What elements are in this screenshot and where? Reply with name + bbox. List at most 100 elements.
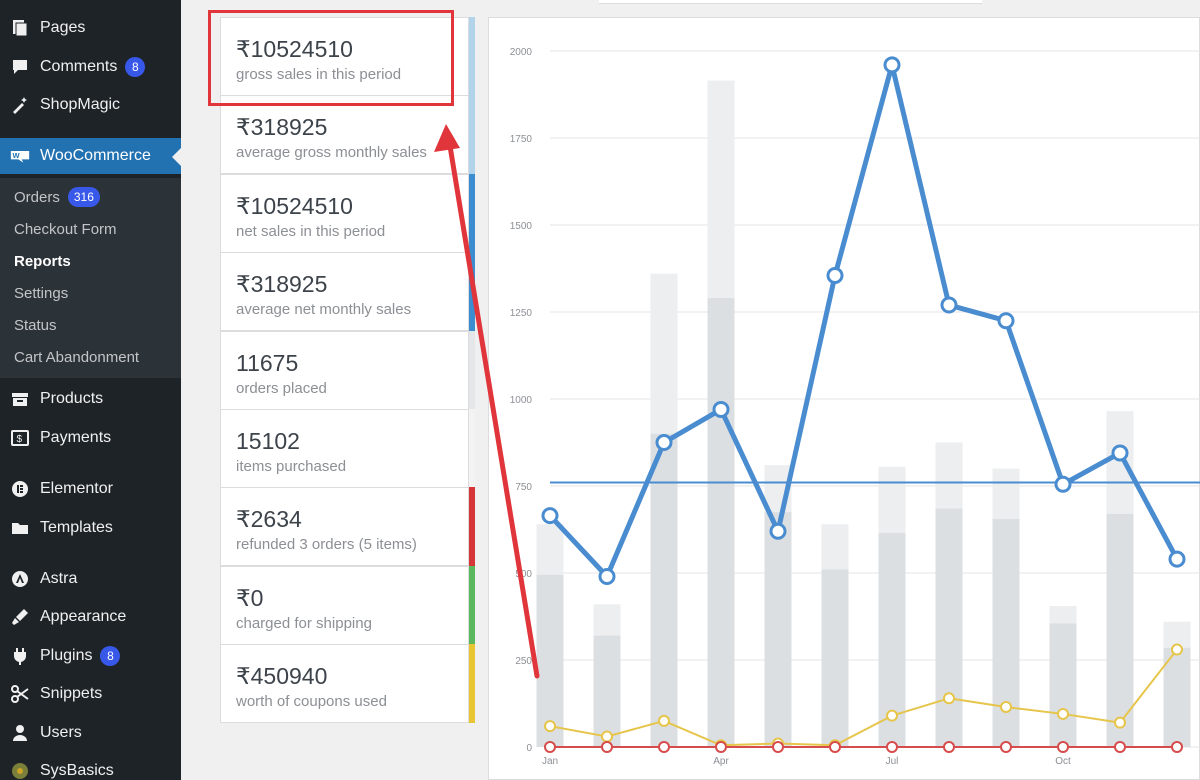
legend-stat[interactable]: ₹10524510 gross sales in this period xyxy=(220,17,475,96)
bar-orders-placed xyxy=(935,508,963,747)
y-tick-label: 0 xyxy=(526,743,532,754)
data-point-net_sales xyxy=(541,507,559,525)
legend-stat[interactable]: ₹318925 average net monthly sales xyxy=(220,252,475,332)
sidebar-item-label: Elementor xyxy=(40,480,113,497)
stat-amount: ₹450940 xyxy=(236,663,328,690)
submenu-item-cart-abandonment[interactable]: Cart Abandonment xyxy=(14,346,139,368)
sidebar-item-label: SysBasics xyxy=(40,762,114,779)
series-line-coupons xyxy=(549,648,1178,747)
data-point-coupons xyxy=(1171,643,1183,656)
data-point-coupons xyxy=(886,709,898,722)
sidebar-item-users[interactable]: Users xyxy=(0,715,181,751)
sidebar-item-astra[interactable]: Astra xyxy=(0,561,181,597)
data-point-coupons xyxy=(544,720,556,733)
sidebar-item-templates[interactable]: Templates xyxy=(0,510,181,546)
stat-amount: 11675 xyxy=(236,349,299,376)
appearance-icon xyxy=(9,606,31,628)
sidebar-item-plugins[interactable]: Plugins 8 xyxy=(0,638,181,674)
stat-description: average gross monthly sales xyxy=(236,144,427,162)
chart-legend: ₹10524510 gross sales in this period ₹3189… xyxy=(220,17,475,725)
legend-stat[interactable]: ₹10524510 net sales in this period xyxy=(220,173,475,253)
legend-stat[interactable]: ₹2634 refunded 3 orders (5 items) xyxy=(220,487,475,567)
stat-amount: ₹10524510 xyxy=(236,192,353,219)
sidebar-item-label: Payments xyxy=(40,429,112,446)
submenu-item-checkout-form[interactable]: Checkout Form xyxy=(14,218,117,240)
comments-icon xyxy=(9,56,31,78)
stat-amount: ₹0 xyxy=(236,584,264,611)
data-point-coupons xyxy=(943,692,955,705)
x-tick-label: Oct xyxy=(1055,756,1071,767)
sidebar-item-payments[interactable]: $ Payments xyxy=(0,420,181,456)
stat-color-bar xyxy=(469,173,475,253)
sidebar-item-appearance[interactable]: Appearance xyxy=(0,599,181,635)
bar-orders-placed xyxy=(1163,647,1191,747)
data-point-refunds xyxy=(1171,741,1183,753)
bar-orders-placed xyxy=(707,298,735,747)
sidebar-item-label: Products xyxy=(40,390,104,407)
legend-stat[interactable]: ₹0 charged for shipping xyxy=(220,565,475,645)
sidebar-item-label: Plugins xyxy=(40,647,93,664)
sidebar-item-label: ShopMagic xyxy=(40,96,121,113)
sidebar-item-sysbasics[interactable]: SysBasics xyxy=(0,753,181,780)
count-badge: 316 xyxy=(67,187,100,207)
data-point-refunds xyxy=(772,741,784,753)
legend-stat[interactable]: 11675 orders placed xyxy=(220,330,475,410)
bar-orders-placed xyxy=(764,512,792,747)
svg-text:W: W xyxy=(13,151,21,160)
sidebar-item-pages[interactable]: Pages xyxy=(0,10,181,46)
stat-description: refunded 3 orders (5 items) xyxy=(236,536,417,554)
stat-color-bar xyxy=(469,330,475,410)
submenu-item-settings[interactable]: Settings xyxy=(14,282,68,304)
stat-description: items purchased xyxy=(236,458,347,475)
bar-orders-placed xyxy=(536,574,564,747)
sidebar-item-shopmagic[interactable]: ShopMagic xyxy=(0,87,181,123)
y-tick-label: 500 xyxy=(515,569,532,580)
submenu-item-orders[interactable]: Orders 316 xyxy=(14,186,100,208)
bar-orders-placed xyxy=(1106,513,1134,747)
data-point-net_sales xyxy=(769,522,787,540)
data-point-refunds xyxy=(1114,741,1126,753)
data-point-refunds xyxy=(544,741,556,753)
stat-description: worth of coupons used xyxy=(236,693,387,711)
stat-color-bar xyxy=(469,409,475,488)
sidebar-item-label: Appearance xyxy=(40,608,127,625)
legend-stat[interactable]: ₹450940 worth of coupons used xyxy=(220,644,475,724)
legend-stat[interactable]: 15102 items purchased xyxy=(220,409,475,488)
sidebar-item-elementor[interactable]: Elementor xyxy=(0,471,181,507)
sidebar-item-products[interactable]: Products xyxy=(0,381,181,417)
data-point-coupons xyxy=(1114,716,1126,729)
stat-amount: ₹318925 xyxy=(236,114,328,141)
y-tick-label: 2000 xyxy=(510,47,533,58)
stat-amount: 15102 xyxy=(236,428,300,454)
sidebar-item-snippets[interactable]: Snippets xyxy=(0,676,181,712)
x-tick-label: Apr xyxy=(713,756,729,767)
y-tick-label: 1000 xyxy=(510,395,533,406)
products-icon xyxy=(9,388,31,410)
y-tick-label: 1500 xyxy=(510,221,533,232)
data-point-refunds xyxy=(601,741,613,753)
data-point-net_sales xyxy=(1111,444,1129,462)
y-tick-label: 750 xyxy=(515,482,532,493)
y-tick-label: 1250 xyxy=(510,308,533,319)
stat-description: gross sales in this period xyxy=(236,66,402,83)
submenu-item-label: Status xyxy=(14,316,57,334)
submenu-item-reports[interactable]: Reports xyxy=(14,250,71,272)
data-point-coupons xyxy=(1000,700,1012,713)
sysbasics-icon xyxy=(9,760,31,780)
submenu-item-status[interactable]: Status xyxy=(14,314,57,336)
stat-description: orders placed xyxy=(236,379,327,397)
legend-stat[interactable]: ₹318925 average gross monthly sales xyxy=(220,95,475,175)
sales-chart: 0 250 500 750 1000 1250 1500 1750 2000 Jan Apr Jul O… xyxy=(488,17,1200,780)
y-tick-label: 1750 xyxy=(510,134,533,145)
active-indicator-arrow xyxy=(172,148,181,166)
snippets-icon xyxy=(9,683,31,705)
sidebar-item-woocommerce[interactable]: W WooCommerce xyxy=(0,138,181,174)
stat-amount: ₹2634 xyxy=(236,506,302,533)
sidebar-item-comments[interactable]: Comments 8 xyxy=(0,49,181,85)
data-point-net_sales xyxy=(883,56,901,74)
bar-orders-placed xyxy=(593,635,621,747)
users-icon xyxy=(9,722,31,744)
data-point-coupons xyxy=(658,714,670,727)
data-point-refunds xyxy=(1000,741,1012,753)
pages-icon xyxy=(9,17,31,39)
